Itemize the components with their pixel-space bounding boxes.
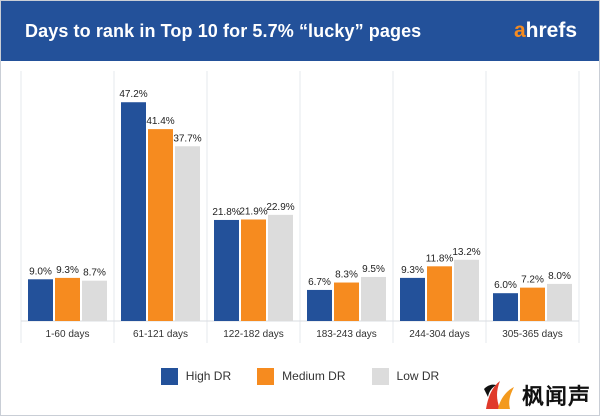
chart-legend: High DR Medium DR Low DR	[1, 361, 599, 391]
watermark-text: 枫闻声	[521, 385, 591, 410]
data-label: 21.8%	[212, 207, 240, 218]
chart-header: Days to rank in Top 10 for 5.7% “lucky” …	[1, 1, 599, 61]
bar-high-dr	[28, 279, 53, 321]
data-label: 11.8%	[426, 253, 454, 264]
category-label: 61-121 days	[133, 329, 188, 340]
bar-medium-dr	[427, 266, 452, 321]
data-label: 6.7%	[308, 277, 331, 288]
bar-low-dr	[454, 259, 479, 321]
legend-item-high-dr: High DR	[160, 367, 232, 385]
data-label: 8.3%	[335, 270, 358, 281]
legend-label-medium-dr: Medium DR	[282, 369, 346, 383]
bar-medium-dr	[55, 277, 80, 321]
bar-medium-dr	[241, 219, 266, 321]
bar-high-dr	[214, 219, 239, 321]
bar-low-dr	[82, 280, 107, 321]
data-label: 22.9%	[266, 202, 294, 213]
chart-title: Days to rank in Top 10 for 5.7% “lucky” …	[25, 20, 422, 41]
legend-label-low-dr: Low DR	[396, 369, 440, 383]
legend-item-medium-dr: Medium DR	[257, 367, 346, 385]
data-label: 41.4%	[146, 116, 174, 127]
bar-high-dr	[493, 293, 518, 321]
legend-swatch-low-dr	[371, 367, 389, 385]
legend-label-high-dr: High DR	[185, 369, 232, 383]
data-label: 7.2%	[521, 275, 544, 286]
legend-item-low-dr: Low DR	[371, 367, 440, 385]
watermark-logo-icon	[482, 379, 516, 411]
bar-low-dr	[361, 276, 386, 321]
category-label: 305-365 days	[502, 329, 563, 340]
data-label: 13.2%	[452, 247, 480, 258]
category-label: 183-243 days	[316, 329, 377, 340]
data-label: 9.3%	[56, 265, 79, 276]
category-label: 122-182 days	[223, 329, 284, 340]
bar-low-dr	[268, 214, 293, 321]
bar-high-dr	[307, 289, 332, 321]
logo-rest: hrefs	[525, 19, 577, 42]
data-label: 9.5%	[362, 264, 385, 275]
data-label: 8.0%	[548, 271, 571, 282]
data-label: 37.7%	[173, 133, 201, 144]
data-label: 8.7%	[83, 268, 106, 279]
data-label: 47.2%	[119, 89, 147, 100]
bar-low-dr	[547, 283, 572, 321]
logo-a: a	[513, 19, 526, 42]
category-label: 244-304 days	[409, 329, 470, 340]
bar-chart: 9.0% 9.3% 8.7% 1-60 days 47.2% 41.4% 37.7% 61-1…	[20, 71, 580, 343]
bar-medium-dr	[520, 287, 545, 321]
bar-medium-dr	[334, 282, 359, 321]
data-label: 21.9%	[239, 206, 267, 217]
data-label: 9.0%	[29, 266, 52, 277]
data-label: 9.3%	[401, 265, 424, 276]
watermark: 枫闻声	[482, 379, 591, 411]
legend-swatch-medium-dr	[257, 367, 275, 385]
bar-medium-dr	[148, 129, 173, 321]
bar-high-dr	[121, 102, 146, 321]
bar-low-dr	[175, 146, 200, 321]
ahrefs-logo: a hrefs	[514, 19, 577, 43]
legend-swatch-high-dr	[160, 367, 178, 385]
bar-high-dr	[400, 277, 425, 321]
category-label: 1-60 days	[46, 329, 90, 340]
data-label: 6.0%	[494, 280, 517, 291]
